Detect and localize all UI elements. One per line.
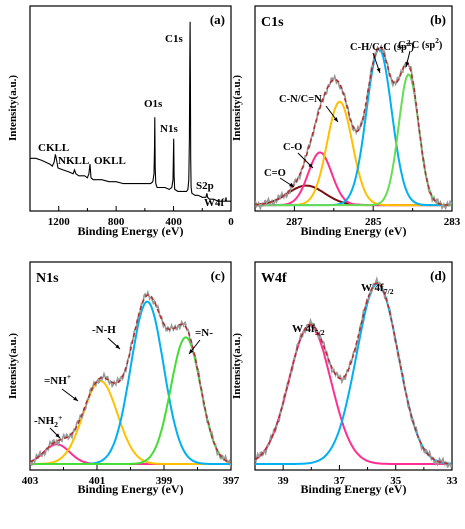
arrowhead (115, 344, 120, 349)
y-axis-label: Intensity(a.u.) (231, 333, 243, 399)
x-tick-label: 0 (228, 216, 234, 228)
x-tick-label: 39 (278, 475, 290, 487)
peak-label-1: C-H/C-C (sp3) (350, 38, 415, 53)
x-tick-label: 283 (444, 216, 461, 228)
x-axis-label: Binding Energy (eV) (300, 224, 406, 238)
x-tick-label: 285 (365, 216, 382, 228)
y-axis-label: Intensity(a.u.) (7, 75, 19, 141)
x-tick-label: 35 (390, 475, 402, 487)
panel-a: 1200 800 400 0 Binding Energy (eV) Intensity(… (7, 5, 234, 238)
plot-frame (254, 5, 453, 212)
survey-line (30, 21, 231, 202)
plot-frame (29, 5, 232, 212)
plot-frame (254, 261, 453, 471)
component-w-4f-7-2 (255, 282, 452, 465)
peak-label-c1s: C1s (165, 33, 183, 45)
arrowhead (189, 349, 194, 354)
peak-label-2: W 4f7/2 (361, 282, 394, 296)
peak-label-w4f: W4f (204, 197, 225, 209)
component-n (30, 336, 231, 465)
plot-area (255, 43, 452, 211)
fit-envelope (255, 45, 452, 206)
peak-label-4: C-O (283, 142, 302, 153)
x-tick-label: 399 (156, 475, 173, 487)
peak-label-ckll: CKLL (38, 142, 69, 154)
arrowhead (73, 396, 78, 401)
x-tick-label: 403 (22, 475, 39, 487)
peak-label-o1s: O1s (144, 98, 163, 110)
panel-tag: (b) (430, 12, 446, 27)
x-tick-label: 397 (223, 475, 240, 487)
x-tick-label: 800 (108, 216, 125, 228)
plot-area (255, 276, 452, 470)
x-tick-label: 400 (165, 216, 182, 228)
arrowhead (289, 182, 294, 187)
x-tick-label: 287 (286, 216, 303, 228)
peak-label-1: W 4f5/2 (292, 323, 325, 337)
peak-label-3: =NH+ (44, 372, 71, 387)
y-axis-label: Intensity(a.u.) (231, 75, 243, 141)
peak-label-5: C=O (264, 168, 286, 179)
panel-c: 403 401 399 397 Binding Energy (eV) Intensity… (7, 261, 240, 496)
arrowhead (308, 163, 313, 168)
peak-label-2: =N- (195, 327, 213, 339)
peak-label-nkll: NKLL (58, 155, 89, 167)
peak-label-4: -NH2+ (34, 413, 62, 429)
arrowhead (333, 117, 338, 122)
x-tick-label: 37 (334, 475, 346, 487)
peak-label-2: C=C (sp2) (398, 36, 443, 51)
plot-area (30, 289, 231, 467)
panel-d: 39 37 35 33 Binding Energy (eV) Intensity(a.u… (231, 261, 459, 496)
peak-label-n1s: N1s (160, 123, 178, 135)
panel-title: C1s (261, 15, 284, 30)
panel-tag: (d) (430, 268, 446, 283)
peak-label-1: -N-H (92, 324, 116, 336)
peak-label-okll: OKLL (94, 155, 126, 167)
x-axis-label: Binding Energy (eV) (300, 482, 406, 496)
peak-label-3: C-N/C=N (279, 94, 322, 105)
panel-b: 287 285 283 Binding Energy (eV) Intensity(a.… (231, 5, 461, 238)
arrowhead (55, 433, 60, 438)
x-tick-label: 33 (447, 475, 459, 487)
y-axis-label: Intensity(a.u.) (7, 333, 19, 399)
fit-envelope (255, 282, 452, 465)
x-tick-label: 401 (89, 475, 106, 487)
panel-title: W4f (261, 271, 287, 286)
plot-area (30, 21, 231, 202)
panel-tag: (c) (211, 268, 225, 283)
x-axis-label: Binding Energy (eV) (77, 482, 183, 496)
peak-label-s2p: S2p (196, 180, 214, 192)
arrowhead (405, 62, 410, 67)
fit-envelope (30, 294, 231, 464)
component-nh (30, 379, 231, 465)
x-tick-label: 1200 (48, 216, 71, 228)
arrowhead (376, 68, 381, 73)
panel-title: N1s (36, 271, 59, 286)
panel-tag: (a) (210, 12, 225, 27)
x-axis-label: Binding Energy (eV) (77, 224, 183, 238)
